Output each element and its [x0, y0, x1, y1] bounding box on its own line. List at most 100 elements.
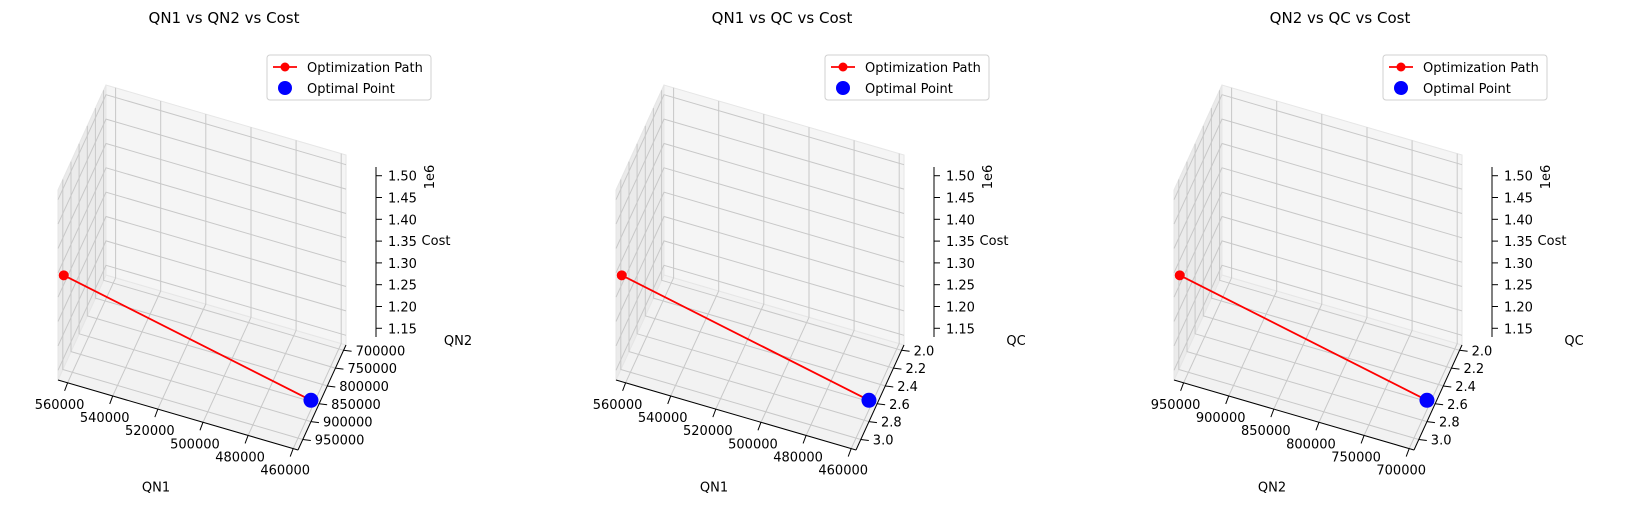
- z-tick-label: 1.15: [1504, 322, 1533, 337]
- y-axis-label: QN2: [444, 334, 472, 349]
- legend-box: [1382, 54, 1548, 101]
- y-tick-label: 750000: [347, 362, 397, 377]
- z-axis-label: Cost: [422, 234, 451, 249]
- y-gridline: [70, 161, 312, 423]
- y-gridline: [620, 179, 861, 440]
- y-axis-line: [297, 344, 347, 451]
- x-tick-mark: [622, 382, 627, 391]
- x-tick-mark: [154, 408, 159, 418]
- z-tick-label: 1.35: [388, 235, 417, 250]
- y-tick-label: 2.6: [1447, 398, 1468, 413]
- legend: Optimization Path Optimal Point: [824, 54, 990, 101]
- legend-label: Optimal Point: [865, 82, 953, 97]
- x-tick-mark: [1180, 382, 1185, 391]
- chart-title: QN1 vs QN2 vs Cost: [149, 9, 300, 27]
- z-gridline: [57, 215, 347, 322]
- z-gridline: [615, 215, 905, 322]
- x-tick-label: 560000: [35, 398, 85, 413]
- optimization-path-line: [63, 274, 312, 402]
- optimal-point-marker: [303, 392, 319, 408]
- y-tick-mark: [319, 403, 328, 406]
- y-tick-label: 2.4: [1455, 380, 1476, 395]
- z-tick-label: 1.35: [1504, 235, 1533, 250]
- z-tick-label: 1.25: [946, 279, 975, 294]
- y-tick-mark: [343, 349, 352, 352]
- y-gridline: [644, 125, 886, 387]
- y-gridline: [1202, 125, 1444, 387]
- x-axis-line: [615, 379, 857, 451]
- y-tick-label: 2.6: [889, 398, 910, 413]
- z-gridline: [1173, 240, 1463, 347]
- z-tick-label: 1.50: [946, 170, 975, 185]
- legend-label: Optimization Path: [307, 61, 423, 76]
- z-tick-label: 1.20: [388, 300, 417, 315]
- z-gridline: [57, 118, 347, 225]
- back-wall-pane: [1221, 84, 1463, 346]
- x-tick-label: 900000: [1196, 411, 1246, 426]
- z-gridline: [615, 167, 905, 274]
- y-tick-mark: [1418, 439, 1427, 441]
- z-gridline: [1173, 191, 1463, 298]
- y-gridline: [628, 161, 870, 423]
- z-axis-label: Cost: [980, 234, 1009, 249]
- y-tick-label: 2.0: [914, 344, 935, 359]
- x-tick-label: 460000: [260, 464, 310, 479]
- z-tick-label: 1.25: [1504, 279, 1533, 294]
- x-tick-label: 540000: [638, 411, 688, 426]
- x-tick-label: 850000: [1241, 424, 1291, 439]
- z-tick-label: 1.20: [1504, 300, 1533, 315]
- x-gridline: [715, 114, 765, 410]
- x-tick-mark: [802, 435, 807, 444]
- x-tick-label: 460000: [818, 464, 868, 479]
- legend-box: [824, 54, 990, 101]
- z-tick-label: 1.40: [388, 213, 417, 228]
- y-tick-label: 2.8: [1439, 416, 1460, 431]
- x-gridline: [157, 114, 207, 410]
- z-offset-label: 1e6: [981, 165, 996, 190]
- z-gridline: [1173, 215, 1463, 322]
- y-gridline: [94, 108, 336, 369]
- z-tick-label: 1.45: [946, 192, 975, 207]
- x-tick-mark: [667, 395, 672, 405]
- y-tick-mark: [860, 439, 869, 441]
- x-tick-mark: [244, 435, 249, 444]
- x-tick-mark: [712, 408, 717, 418]
- optimization-path-line: [621, 274, 870, 402]
- z-gridline: [1173, 167, 1463, 274]
- x-tick-label: 750000: [1331, 450, 1381, 465]
- y-tick-label: 3.0: [873, 434, 894, 449]
- x-tick-label: 500000: [170, 437, 220, 452]
- z-tick-label: 1.30: [388, 257, 417, 272]
- legend-box: [266, 54, 432, 101]
- x-tick-label: 560000: [593, 398, 643, 413]
- y-tick-label: 900000: [323, 416, 373, 431]
- y-tick-mark: [1443, 385, 1452, 388]
- y-tick-label: 950000: [315, 434, 365, 449]
- y-axis-line: [1413, 344, 1463, 451]
- z-gridline: [1173, 264, 1463, 371]
- x-gridline: [1183, 87, 1233, 384]
- legend-optimal-marker: [1394, 81, 1408, 95]
- y-axis-label: QC: [1006, 334, 1025, 349]
- y-tick-mark: [302, 439, 311, 441]
- x-gridline: [805, 140, 855, 436]
- z-tick-label: 1.15: [946, 322, 975, 337]
- y-tick-label: 800000: [339, 380, 389, 395]
- x-tick-mark: [1225, 395, 1230, 405]
- x-gridline: [850, 153, 900, 449]
- z-gridline: [1173, 94, 1463, 200]
- x-tick-label: 480000: [215, 450, 265, 465]
- z-gridline: [57, 94, 347, 200]
- x-tick-label: 480000: [773, 450, 823, 465]
- y-tick-mark: [885, 385, 894, 388]
- y-tick-label: 700000: [356, 344, 406, 359]
- x-tick-label: 520000: [683, 424, 733, 439]
- y-gridline: [1194, 143, 1436, 405]
- z-tick-label: 1.45: [1504, 192, 1533, 207]
- x-tick-mark: [847, 448, 852, 457]
- y-gridline: [1219, 90, 1460, 351]
- y-tick-mark: [901, 349, 910, 352]
- legend-path-marker: [838, 62, 848, 72]
